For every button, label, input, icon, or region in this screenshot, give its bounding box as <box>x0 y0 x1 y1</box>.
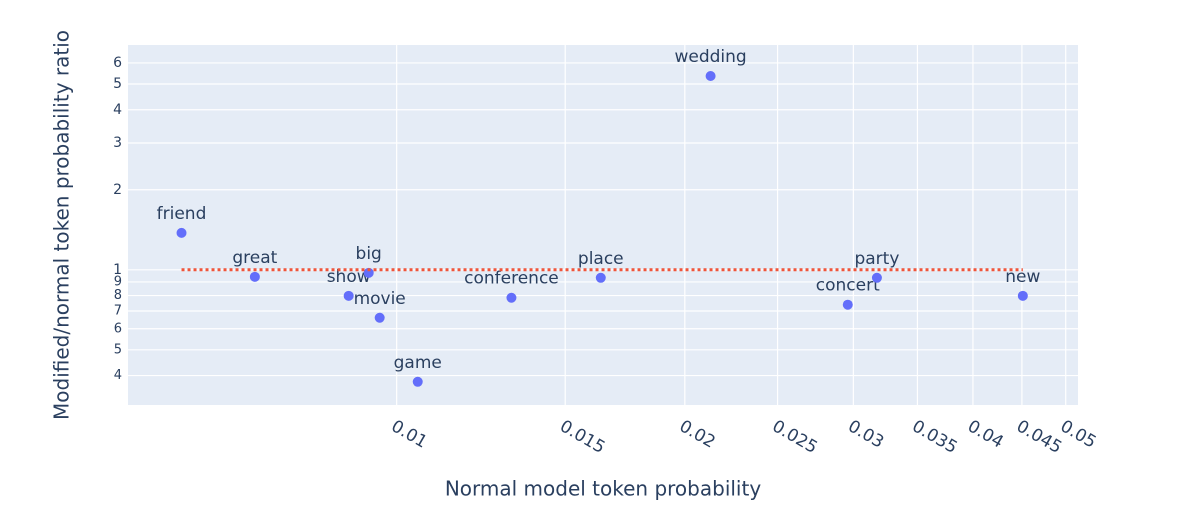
point <box>506 292 517 303</box>
point-label: game <box>394 353 442 373</box>
x-tick-label: 0.02 <box>676 416 719 452</box>
x-tick-label: 0.01 <box>388 416 431 452</box>
point-label: concert <box>816 276 880 296</box>
y-tick-label: 7 <box>114 303 122 318</box>
point <box>705 70 716 81</box>
point <box>363 267 374 278</box>
y-tick-label: 6 <box>113 55 122 71</box>
point <box>842 299 853 310</box>
y-tick-label: 8 <box>114 288 122 303</box>
point-label: movie <box>354 289 406 309</box>
x-tick-label: 0.04 <box>964 416 1007 452</box>
y-tick-label: 9 <box>114 274 122 289</box>
y-axis-title: Modified/normal token probability ratio <box>50 30 74 420</box>
y-tick-label: 4 <box>113 102 122 118</box>
y-tick-label: 6 <box>114 321 122 336</box>
point-label: show <box>327 267 371 287</box>
y-tick-label: 3 <box>113 135 122 151</box>
point <box>871 272 882 283</box>
x-tick-label: 0.03 <box>844 416 887 452</box>
x-tick-label: 0.035 <box>908 416 960 458</box>
point <box>343 290 354 301</box>
x-tick-label: 0.025 <box>769 416 821 458</box>
point-label: new <box>1005 267 1040 287</box>
point-label: big <box>356 244 382 264</box>
point-label: place <box>578 249 624 269</box>
point-label: party <box>854 249 899 269</box>
y-tick-label: 1 <box>113 262 122 278</box>
y-tick-label: 5 <box>114 342 122 357</box>
x-tick-label: 0.015 <box>556 416 608 458</box>
point-label: conference <box>464 269 559 289</box>
point <box>176 227 187 238</box>
point-label: wedding <box>674 47 746 67</box>
x-axis-title: Normal model token probability <box>445 477 762 501</box>
y-tick-label: 5 <box>113 76 122 92</box>
point <box>595 272 606 283</box>
y-tick-label: 4 <box>114 368 122 383</box>
point <box>374 312 385 323</box>
x-tick-label: 0.05 <box>1057 416 1100 452</box>
x-tick-label: 0.045 <box>1013 416 1065 458</box>
point <box>249 271 260 282</box>
point-label: friend <box>157 204 207 224</box>
plot-area <box>128 45 1078 405</box>
point <box>412 376 423 387</box>
point <box>1017 290 1028 301</box>
point-label: great <box>232 248 277 268</box>
y-tick-label: 2 <box>113 182 122 198</box>
